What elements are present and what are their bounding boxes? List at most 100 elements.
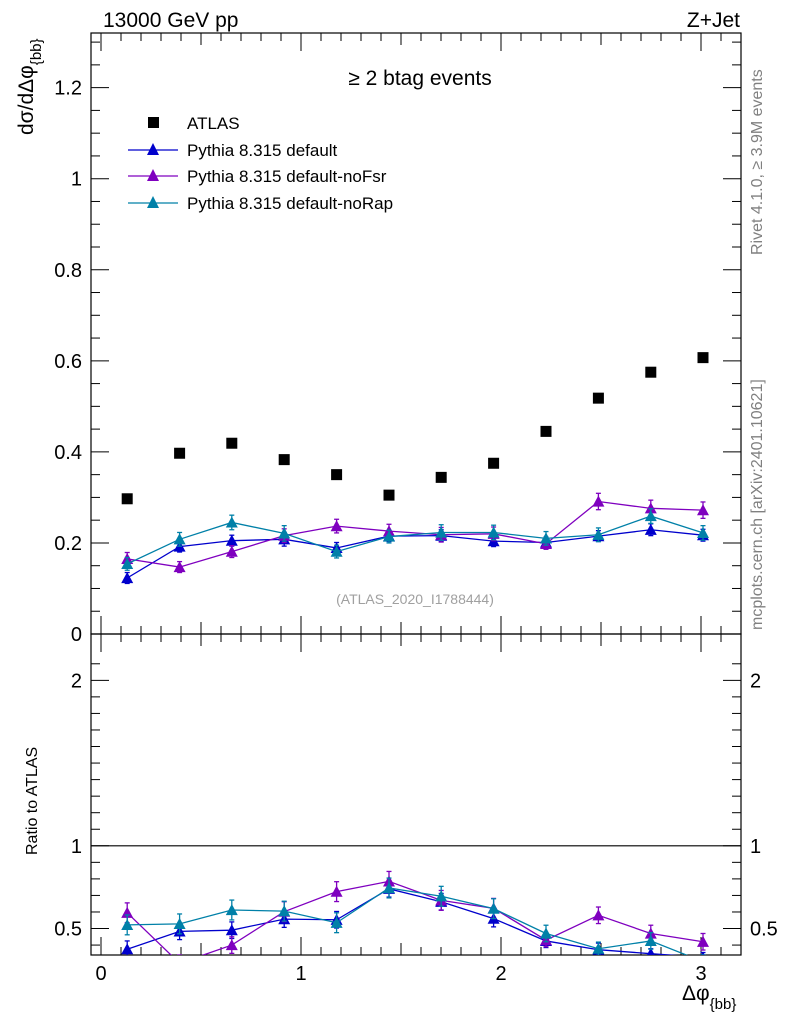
ratio-plot-frame <box>90 633 742 956</box>
main-point-pythia-8-315-default-norap <box>225 516 238 528</box>
ratio-point-pythia-8-315-default <box>701 951 705 955</box>
ratio-y-tick-label-right: 2 <box>750 670 761 692</box>
ratio-point-pythia-8-315-default <box>121 943 134 955</box>
x-tick-label: 3 <box>695 963 706 985</box>
legend-label-default: Pythia 8.315 default <box>187 141 338 160</box>
ratio-line-pythia-8-315-default <box>126 888 678 955</box>
ratio-y-tick-label-right: 0.5 <box>750 919 778 941</box>
main-point-atlas <box>697 352 709 364</box>
ratio-point-pythia-8-315-default-norap <box>121 918 134 930</box>
legend-marker-nofsr <box>147 169 159 181</box>
main-point-pythia-8-315-default-norap <box>435 526 448 538</box>
ratio-point-pythia-8-315-default-nofsr <box>174 957 186 968</box>
ratio-line-pythia-8-315-default-nofsr <box>126 880 704 955</box>
ratio-y-axis-label: Ratio to ATLAS <box>24 747 41 855</box>
main-point-pythia-8-315-default-nofsr <box>225 545 238 557</box>
ratio-point-pythia-8-315-default-norap <box>278 905 291 917</box>
legend-entry-atlas: ATLAS <box>148 114 240 133</box>
main-y-axis-label: dσ/dΔφ{bb} <box>15 38 45 135</box>
main-point-pythia-8-315-default-nofsr <box>592 495 605 507</box>
ratio-point-pythia-8-315-default-nofsr <box>121 906 134 918</box>
legend: ATLAS Pythia 8.315 default Pythia 8.315 … <box>128 114 393 213</box>
ratio-point-pythia-8-315-default-nofsr <box>697 935 709 947</box>
main-point-pythia-8-315-default <box>121 571 134 584</box>
legend-label-norap: Pythia 8.315 default-noRap <box>187 194 393 213</box>
ratio-y-tick-label-left: 0.5 <box>54 919 82 941</box>
ratio-axis-ticks: 0.5 0.5 1 1 2 2 0 1 2 3 <box>54 634 778 985</box>
main-point-pythia-8-315-default-norap <box>330 545 343 557</box>
x-tick-label: 0 <box>95 963 106 985</box>
ratio-point-pythia-8-315-default-nofsr <box>225 939 238 951</box>
main-point-pythia-8-315-default-norap <box>383 530 395 542</box>
ratio-point-pythia-8-315-default-norap <box>435 890 448 902</box>
header-right-title: Z+Jet <box>687 9 740 32</box>
ratio-series-layer <box>121 870 709 968</box>
x-axis-label-main: Δφ <box>682 982 710 1005</box>
x-tick-label: 1 <box>295 963 306 985</box>
main-y-axis-label-main: dσ/dΔφ <box>15 65 38 135</box>
main-point-pythia-8-315-default-norap <box>278 527 291 539</box>
rivet-label: Rivet 4.1.0, ≥ 3.9M events <box>749 69 766 255</box>
main-line-pythia-8-315-default-nofsr <box>127 500 704 568</box>
header-left-title: 13000 GeV pp <box>103 9 238 32</box>
ratio-y-tick-label-left: 2 <box>71 670 82 692</box>
ratio-series-pythia-8-315-default-nofsr <box>121 870 709 968</box>
x-tick-label: 2 <box>495 963 506 985</box>
main-y-tick-label: 1.2 <box>54 78 82 100</box>
main-point-atlas <box>278 454 290 466</box>
ratio-point-pythia-8-315-default-norap <box>225 903 238 916</box>
main-plot-title: ≥ 2 btag events <box>348 67 491 90</box>
main-point-atlas <box>383 489 395 501</box>
main-point-pythia-8-315-default-norap <box>540 532 552 544</box>
main-line-pythia-8-315-default-norap <box>126 515 704 565</box>
legend-marker-atlas <box>148 117 159 128</box>
ratio-point-pythia-8-315-default-norap <box>487 902 500 914</box>
ratio-point-pythia-8-315-default <box>646 947 655 955</box>
main-point-pythia-8-315-default <box>225 534 238 546</box>
ratio-point-pythia-8-315-default-norap <box>540 927 552 939</box>
main-series-atlas <box>121 352 709 505</box>
ratio-point-pythia-8-315-default-norap <box>644 934 657 947</box>
mcplots-label: mcplots.cern.ch [arXiv:2401.10621] <box>749 379 766 630</box>
main-y-axis-label-sub: {bb} <box>28 38 45 65</box>
ratio-point-pythia-8-315-default-nofsr <box>592 909 605 921</box>
main-point-pythia-8-315-default-norap <box>592 528 605 540</box>
main-point-atlas <box>226 437 238 449</box>
main-series-layer <box>121 352 709 585</box>
main-point-atlas <box>331 469 343 481</box>
main-point-pythia-8-315-default-nofsr <box>330 520 343 532</box>
legend-entry-nofsr: Pythia 8.315 default-noFsr <box>128 167 387 186</box>
main-point-pythia-8-315-default-norap <box>644 510 657 522</box>
legend-entry-default: Pythia 8.315 default <box>128 141 338 160</box>
main-point-pythia-8-315-default-norap <box>487 526 500 538</box>
legend-label-nofsr: Pythia 8.315 default-noFsr <box>187 167 387 186</box>
main-y-tick-label: 0 <box>71 624 82 646</box>
main-point-pythia-8-315-default <box>644 523 657 535</box>
main-y-tick-label: 0.2 <box>54 533 82 555</box>
legend-label-atlas: ATLAS <box>187 114 240 133</box>
ratio-point-pythia-8-315-default-norap <box>383 881 395 894</box>
main-y-tick-label: 1 <box>71 169 82 191</box>
main-point-atlas <box>174 447 186 459</box>
main-point-atlas <box>435 471 447 483</box>
ratio-point-pythia-8-315-default-norap <box>173 917 186 929</box>
main-point-atlas <box>488 457 500 469</box>
main-point-pythia-8-315-default-norap <box>697 526 709 539</box>
ratio-point-pythia-8-315-default-norap <box>330 916 343 928</box>
main-point-atlas <box>540 425 552 437</box>
main-point-pythia-8-315-default-nofsr <box>173 561 186 573</box>
legend-marker-norap <box>147 196 159 208</box>
ratio-series-pythia-8-315-default-norap <box>121 877 706 955</box>
main-point-atlas <box>645 366 657 378</box>
ratio-line-pythia-8-315-default-norap <box>127 887 689 955</box>
main-line-pythia-8-315-default <box>126 529 704 579</box>
main-point-atlas <box>121 493 133 505</box>
main-y-tick-label: 0.6 <box>54 351 82 373</box>
main-y-tick-label: 0.4 <box>54 442 82 464</box>
main-point-pythia-8-315-default-norap <box>121 557 134 569</box>
ratio-y-tick-label-right: 1 <box>750 836 761 858</box>
main-point-pythia-8-315-default-norap <box>173 533 186 545</box>
watermark-analysis-id: (ATLAS_2020_I1788444) <box>336 591 494 607</box>
ratio-point-pythia-8-315-default-nofsr <box>330 885 343 897</box>
legend-marker-default <box>147 143 159 155</box>
